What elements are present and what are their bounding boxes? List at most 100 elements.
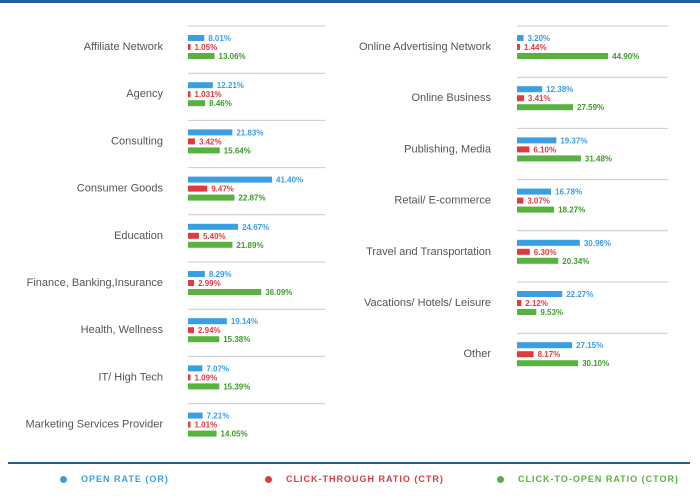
category-label-education: Education [114, 230, 163, 242]
value-label-ctr-agency: 1.031% [195, 90, 222, 99]
bar-or-it-high-tech [188, 365, 203, 372]
value-label-ctor-online-advertising-network: 44.90% [612, 52, 639, 61]
bar-or-consumer-goods [188, 176, 273, 183]
bar-ctor-affiliate-network [188, 53, 215, 59]
bar-ctor-it-high-tech [188, 383, 220, 390]
value-label-ctor-online-business: 27.59% [577, 103, 604, 112]
value-label-or-online-business: 12.38% [546, 85, 573, 94]
bar-ctor-agency [188, 100, 206, 107]
bottom-rule [8, 462, 690, 464]
category-label-agency: Agency [126, 88, 163, 100]
bar-ctr-online-business [517, 95, 524, 102]
bar-ctor-other [517, 360, 579, 367]
value-label-ctor-publishing-media: 31.48% [585, 154, 612, 163]
category-label-finance-banking-insurance: Finance, Banking,Insurance [27, 277, 163, 289]
value-label-ctr-it-high-tech: 1.09% [195, 373, 218, 382]
category-label-health-wellness: Health, Wellness [81, 324, 164, 336]
value-label-ctor-travel-and-transportation: 20.34% [562, 257, 589, 266]
bar-or-online-advertising-network [517, 35, 524, 41]
bar-ctor-marketing-services-provider [188, 430, 217, 437]
legend-dot-ctor [497, 475, 504, 483]
legend-label-ctr: CLICK-THROUGH RATIO (CTR) [286, 474, 444, 484]
top-rule [0, 0, 700, 3]
value-label-ctor-health-wellness: 15.38% [223, 335, 250, 344]
legend-label-ctor: CLICK-TO-OPEN RATIO (CTOR) [518, 474, 679, 484]
bar-or-consulting [188, 129, 233, 136]
value-label-ctor-retail-e-commerce: 18.27% [558, 206, 585, 215]
bar-ctr-retail-e-commerce [517, 197, 524, 204]
value-label-ctr-online-business: 3.41% [528, 94, 551, 103]
value-label-ctr-publishing-media: 6.10% [533, 145, 556, 154]
bar-ctor-consulting [188, 147, 220, 154]
category-label-marketing-services-provider: Marketing Services Provider [25, 419, 163, 431]
bar-or-online-business [517, 86, 543, 93]
value-label-or-marketing-services-provider: 7.21% [207, 412, 230, 421]
value-label-or-online-advertising-network: 3.20% [527, 34, 550, 43]
bar-ctor-finance-banking-insurance [188, 289, 262, 295]
value-label-ctor-education: 21.89% [236, 241, 263, 250]
bar-or-finance-banking-insurance [188, 271, 205, 277]
bar-ctor-online-advertising-network [517, 53, 609, 59]
bar-ctor-retail-e-commerce [517, 206, 555, 213]
bar-or-publishing-media [517, 137, 557, 144]
bar-or-health-wellness [188, 318, 227, 325]
category-label-online-advertising-network: Online Advertising Network [359, 41, 492, 53]
bar-ctr-affiliate-network [188, 44, 191, 50]
value-label-ctor-consumer-goods: 22.87% [238, 194, 265, 203]
value-label-or-other: 27.15% [576, 341, 603, 350]
legend-item-ctr: CLICK-THROUGH RATIO (CTR) [265, 474, 444, 484]
category-label-consulting: Consulting [111, 135, 163, 147]
bar-or-education [188, 223, 239, 230]
bar-ctr-finance-banking-insurance [188, 280, 195, 286]
bar-ctor-consumer-goods [188, 194, 235, 201]
value-label-ctr-finance-banking-insurance: 2.99% [198, 279, 221, 288]
bar-ctr-consulting [188, 138, 195, 145]
bar-ctor-online-business [517, 104, 574, 111]
value-label-ctor-vacations-hotels-leisure: 9.53% [540, 308, 563, 317]
value-label-ctr-online-advertising-network: 1.44% [524, 43, 547, 52]
value-label-ctr-marketing-services-provider: 1.01% [195, 421, 218, 430]
value-label-ctr-health-wellness: 2.94% [198, 326, 221, 335]
category-label-consumer-goods: Consumer Goods [77, 183, 164, 195]
bar-or-retail-e-commerce [517, 188, 552, 195]
legend: OPEN RATE (OR) CLICK-THROUGH RATIO (CTR)… [0, 470, 700, 494]
value-label-ctor-marketing-services-provider: 14.05% [221, 430, 248, 439]
value-label-ctr-vacations-hotels-leisure: 2.12% [525, 299, 548, 308]
value-label-or-consumer-goods: 41.40% [276, 176, 303, 185]
bar-ctor-vacations-hotels-leisure [517, 309, 537, 315]
legend-item-ctor: CLICK-TO-OPEN RATIO (CTOR) [497, 474, 679, 484]
bar-or-other [517, 342, 573, 349]
bar-ctr-health-wellness [188, 327, 194, 334]
bar-ctr-consumer-goods [188, 185, 208, 192]
value-label-ctor-agency: 8.46% [209, 99, 232, 108]
category-label-affiliate-network: Affiliate Network [84, 41, 164, 53]
value-label-ctor-finance-banking-insurance: 36.09% [265, 288, 292, 297]
category-label-it-high-tech: IT/ High Tech [98, 371, 163, 383]
bar-ctr-education [188, 232, 199, 239]
bar-ctr-it-high-tech [188, 374, 191, 381]
category-label-retail-e-commerce: Retail/ E-commerce [394, 195, 491, 207]
bar-ctr-agency [188, 91, 191, 98]
category-label-publishing-media: Publishing, Media [404, 143, 492, 155]
bar-ctr-marketing-services-provider [188, 421, 191, 428]
legend-item-or: OPEN RATE (OR) [60, 474, 169, 484]
bar-ctor-publishing-media [517, 155, 581, 162]
bar-ctor-education [188, 241, 233, 248]
category-label-vacations-hotels-leisure: Vacations/ Hotels/ Leisure [364, 297, 491, 309]
bar-ctor-travel-and-transportation [517, 257, 559, 264]
value-label-or-publishing-media: 19.37% [560, 136, 587, 145]
bar-or-agency [188, 82, 213, 89]
value-label-or-education: 24.67% [242, 223, 269, 232]
value-label-or-finance-banking-insurance: 8.29% [209, 270, 232, 279]
value-label-ctor-other: 30.10% [582, 359, 609, 368]
category-label-other: Other [463, 348, 491, 360]
value-label-ctor-it-high-tech: 15.39% [223, 382, 250, 391]
value-label-ctr-education: 5.40% [203, 232, 226, 241]
value-label-ctr-affiliate-network: 1.05% [195, 43, 218, 52]
category-label-online-business: Online Business [412, 92, 492, 104]
category-label-travel-and-transportation: Travel and Transportation [366, 246, 491, 258]
bar-or-vacations-hotels-leisure [517, 291, 563, 297]
value-label-ctr-travel-and-transportation: 6.30% [534, 248, 557, 257]
value-label-or-retail-e-commerce: 16.78% [555, 188, 582, 197]
